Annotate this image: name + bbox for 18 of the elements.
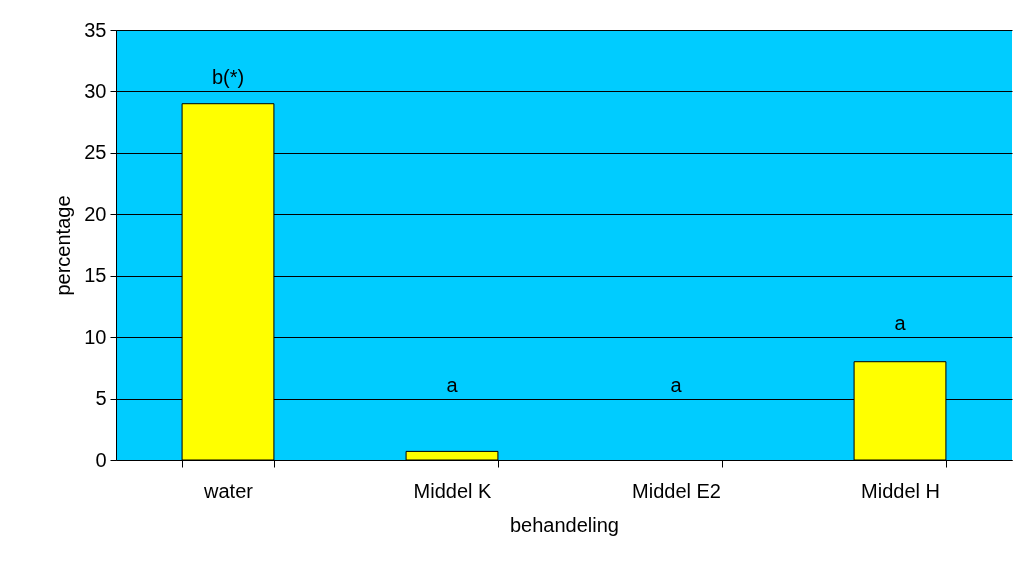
- annotation: a: [670, 373, 683, 396]
- y-tick-label: 25: [84, 141, 107, 164]
- x-tick-label: Middel E2: [632, 479, 721, 502]
- y-axis-title: percentage: [52, 195, 75, 296]
- annotation: b(*): [211, 66, 245, 89]
- y-tick-label: 0: [95, 448, 107, 471]
- x-tick-label: water: [203, 479, 254, 502]
- y-tick-label: 5: [95, 387, 107, 410]
- annotation: a: [446, 373, 459, 396]
- y-tick-label: 20: [84, 202, 107, 225]
- x-tick-label: Middel K: [413, 479, 493, 502]
- y-tick-label: 35: [84, 18, 107, 41]
- y-tick-label: 15: [84, 264, 107, 287]
- x-tick-label: Middel H: [861, 479, 940, 502]
- annotation: a: [894, 312, 907, 335]
- y-tick-label: 10: [84, 325, 107, 348]
- y-tick-label: 30: [84, 79, 107, 102]
- x-axis-title: behandeling: [510, 513, 619, 536]
